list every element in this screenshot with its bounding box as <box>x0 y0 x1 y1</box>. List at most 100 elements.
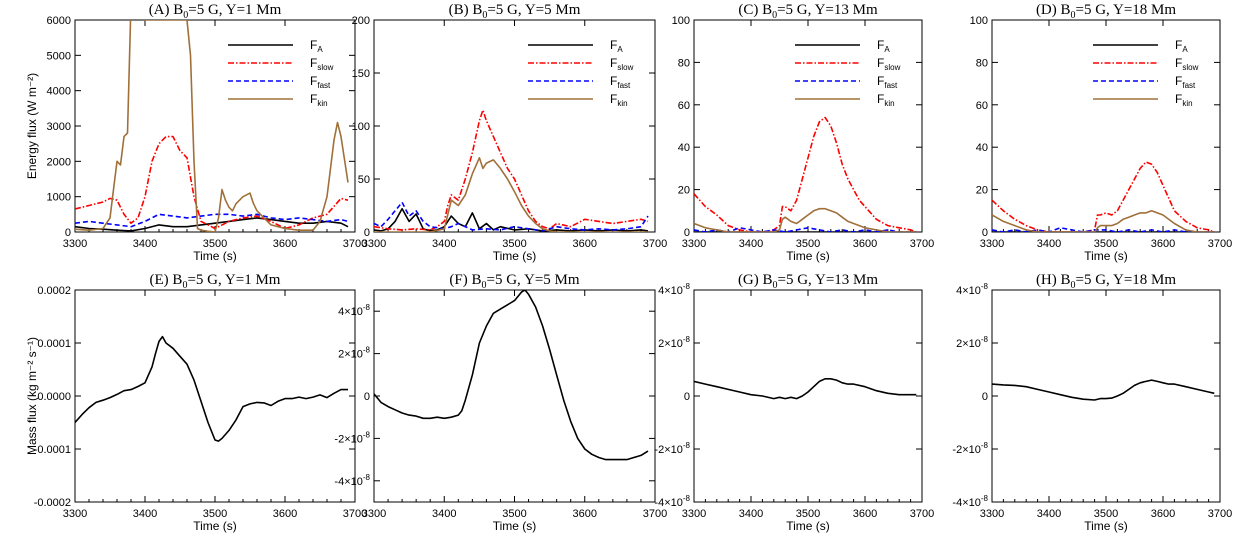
y-tick-label: 0 <box>65 227 71 239</box>
y-tick-label: 0.0000 <box>37 391 71 403</box>
y-tick-label: 100 <box>672 15 690 27</box>
y-tick-label: 60 <box>678 100 690 112</box>
panel-h: 3300 3400 3500 3600 3700 -4×10-8 -2×10-8 0 2×10-… <box>952 272 1232 533</box>
y-tick-label: -4×10-8 <box>654 494 690 509</box>
x-tick-label: 3600 <box>853 238 877 250</box>
x-axis-label: Time (s) <box>493 249 537 263</box>
legend-label-f-a: FA <box>1175 38 1188 54</box>
x-tick-label: 3300 <box>682 508 706 520</box>
plot-frame <box>373 289 656 503</box>
x-tick-label: 3400 <box>432 238 456 250</box>
series-group <box>992 379 1215 401</box>
series-f-slow <box>374 109 649 231</box>
x-tick-label: 3300 <box>682 238 706 250</box>
x-axis-label: Time (s) <box>1084 249 1128 263</box>
y-tick-label: 0 <box>364 391 370 403</box>
series-f-slow <box>992 161 1215 232</box>
panel-b: 3300 3400 3500 3600 3700 0 50 100 150 200 (B) B0=5… <box>352 2 668 263</box>
series-group <box>694 377 917 400</box>
x-tick-label: 3500 <box>502 508 526 520</box>
y-tick-label: 0.0002 <box>37 285 71 297</box>
y-tick-label: -0.0001 <box>34 444 71 456</box>
panel-c: 3300 3400 3500 3600 3700 0 20 40 60 80 100 (C) B0=5… <box>672 2 935 263</box>
y-tick-label: -0.0002 <box>34 497 71 509</box>
x-tick-label: 3300 <box>980 508 1004 520</box>
x-tick-label: 3600 <box>1151 508 1175 520</box>
series-f-slow <box>75 135 349 230</box>
legend-label-f-fast: Ffast <box>877 74 898 90</box>
legend-label-f-slow: Fslow <box>877 56 901 72</box>
x-tick-label: 3300 <box>980 238 1004 250</box>
series-mass <box>374 290 649 461</box>
x-tick-label: 3700 <box>643 508 667 520</box>
panel-title: (D) B0=5 G, Y=18 Mm <box>1036 2 1176 21</box>
legend-label-f-kin: Fkin <box>610 92 628 108</box>
x-axis-label: Time (s) <box>1084 519 1128 533</box>
x-tick-label: 3300 <box>63 238 87 250</box>
x-tick-label: 3600 <box>853 508 877 520</box>
series-group <box>694 116 917 232</box>
panel-title: (F) B0=5 G, Y=5 Mm <box>449 272 579 291</box>
y-tick-label: 2000 <box>47 156 71 168</box>
legend-label-f-slow: Fslow <box>1175 56 1199 72</box>
y-tick-label: 0 <box>364 227 370 239</box>
series-f-fast <box>374 201 649 232</box>
panel-d: 3300 3400 3500 3600 3700 0 20 40 60 80 100 (D) B0=5… <box>970 2 1233 263</box>
y-tick-label: -2×10-8 <box>334 430 370 445</box>
x-tick-label: 3700 <box>910 508 934 520</box>
x-tick-label: 3700 <box>910 238 934 250</box>
y-tick-label: 100 <box>352 121 370 133</box>
y-tick-label: 40 <box>976 142 988 154</box>
y-tick-label: 4000 <box>47 86 71 98</box>
x-tick-label: 3700 <box>643 238 667 250</box>
series-f-a <box>75 217 349 232</box>
panel-title: (B) B0=5 G, Y=5 Mm <box>449 2 581 21</box>
y-tick-label: 50 <box>358 174 370 186</box>
series-mass <box>694 377 917 400</box>
x-tick-label: 3400 <box>1037 508 1061 520</box>
x-tick-label: 3500 <box>203 508 227 520</box>
y-tick-label: 40 <box>678 142 690 154</box>
x-tick-label: 3600 <box>573 238 597 250</box>
x-tick-label: 3400 <box>1037 238 1061 250</box>
y-tick-label: 0 <box>982 227 988 239</box>
y-tick-label: 4×10-8 <box>956 282 988 297</box>
y-tick-label: 6000 <box>47 15 71 27</box>
y-tick-label: 20 <box>678 185 690 197</box>
x-tick-label: 3400 <box>432 508 456 520</box>
x-tick-label: 3700 <box>1208 508 1232 520</box>
x-axis-label: Time (s) <box>786 519 830 533</box>
series-f-fast <box>75 213 349 228</box>
legend-label-f-kin: Fkin <box>877 92 895 108</box>
x-tick-label: 3600 <box>273 238 297 250</box>
x-tick-label: 3600 <box>573 508 597 520</box>
y-tick-label: 200 <box>352 15 370 27</box>
y-axis-label: Energy flux (W m⁻²) <box>25 73 39 179</box>
series-f-slow <box>694 116 917 232</box>
series-group <box>75 335 348 442</box>
legend-label-f-a: FA <box>310 38 323 54</box>
series-mass <box>75 335 348 442</box>
legend-label-f-slow: Fslow <box>310 56 334 72</box>
y-tick-label: -4×10-8 <box>952 494 988 509</box>
legend-label-f-fast: Ffast <box>310 74 331 90</box>
series-group <box>992 161 1215 232</box>
plot-frame <box>693 289 923 503</box>
x-tick-label: 3500 <box>1094 238 1118 250</box>
y-tick-label: 100 <box>970 15 988 27</box>
y-tick-label: 2×10-8 <box>658 335 690 350</box>
series-mass <box>992 379 1215 401</box>
y-tick-label: -2×10-8 <box>654 441 690 456</box>
x-tick-label: 3500 <box>796 238 820 250</box>
x-tick-label: 3400 <box>739 508 763 520</box>
x-tick-label: 3300 <box>63 508 87 520</box>
y-tick-label: 150 <box>352 68 370 80</box>
x-tick-label: 3700 <box>343 238 367 250</box>
legend-label-f-kin: Fkin <box>1175 92 1193 108</box>
panel-title: (C) B0=5 G, Y=13 Mm <box>738 2 878 21</box>
series-f-kin <box>694 207 917 232</box>
legend-label-f-fast: Ffast <box>610 74 631 90</box>
x-tick-label: 3300 <box>362 508 386 520</box>
y-tick-label: 0 <box>982 391 988 403</box>
